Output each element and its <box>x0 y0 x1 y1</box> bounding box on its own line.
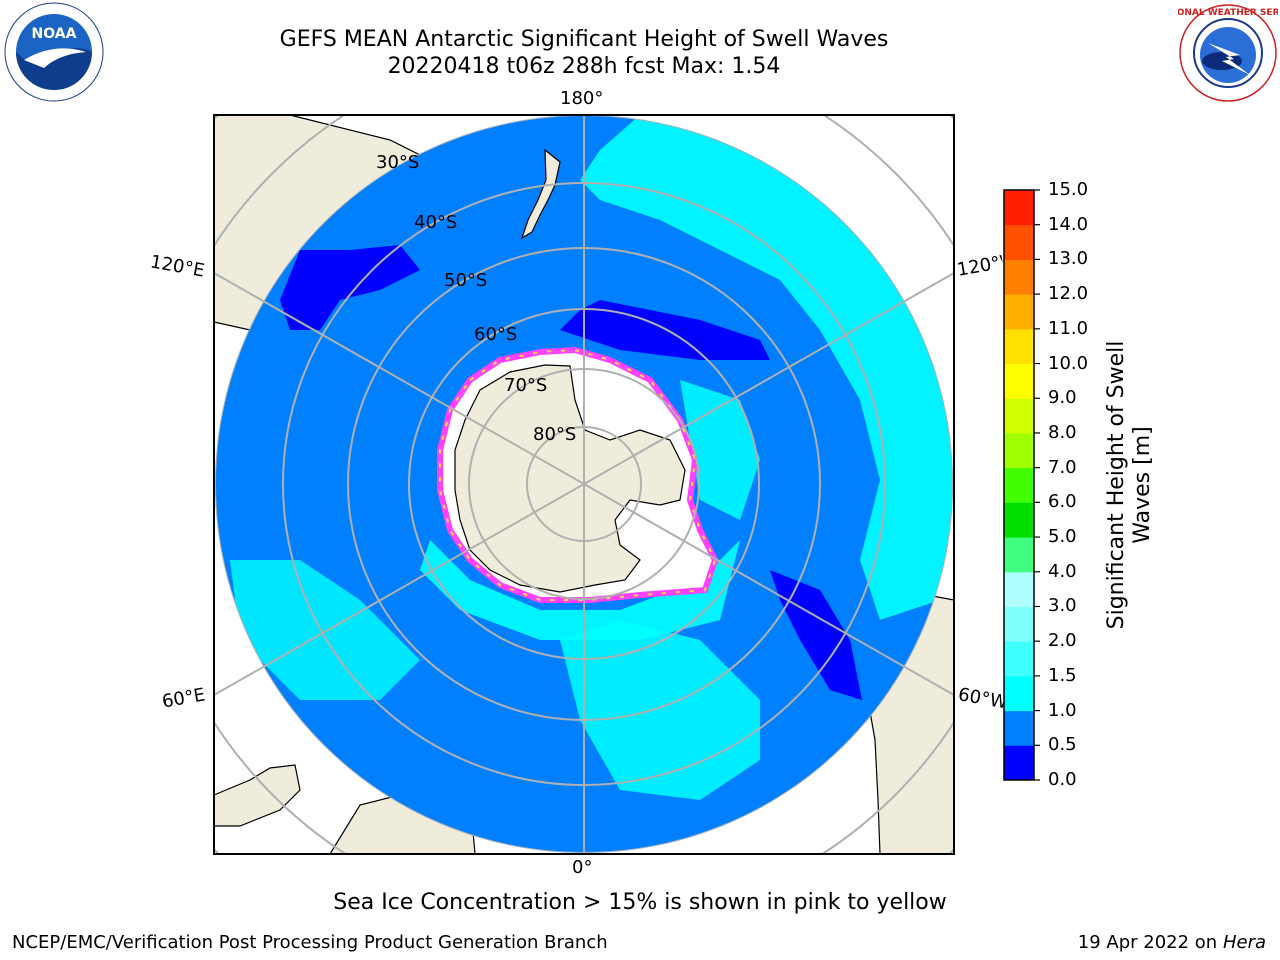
colorbar-segment <box>1004 606 1034 642</box>
footer-date-text: 19 Apr 2022 on <box>1077 932 1223 953</box>
colorbar-segment <box>1004 259 1034 295</box>
colorbar-tick-label: 12.0 <box>1048 283 1089 305</box>
colorbar-segment <box>1004 710 1034 746</box>
colorbar-tick-label: 2.0 <box>1048 630 1077 652</box>
colorbar-tick-label: 3.0 <box>1048 595 1077 617</box>
new-zealand-land <box>520 148 561 240</box>
colorbar-segment <box>1004 363 1034 399</box>
map-title: GEFS MEAN Antarctic Significant Height o… <box>279 27 889 52</box>
colorbar-tick-label: 1.0 <box>1048 699 1077 721</box>
swell-patch-atlantic <box>560 620 760 800</box>
footer-host: Hera <box>1222 932 1266 953</box>
colorbar-label-line2: Waves [m] <box>1130 426 1155 544</box>
colorbar-segment <box>1004 467 1034 503</box>
colorbar-segment <box>1004 745 1034 781</box>
lat-label-80s: 80°S <box>533 424 577 445</box>
low-swell-tasman <box>280 245 420 330</box>
swell-patch-indian <box>230 560 420 700</box>
colorbar <box>1003 189 1040 781</box>
colorbar-tick-label: 7.0 <box>1048 456 1077 478</box>
colorbar-label-line1: Significant Height of Swell <box>1104 340 1129 630</box>
colorbar-tick-label: 8.0 <box>1048 421 1077 443</box>
madagascar-land <box>214 764 301 827</box>
swell-patch-ring <box>420 540 740 640</box>
colorbar-segment <box>1004 502 1034 538</box>
colorbar-tick-label: 11.0 <box>1048 317 1089 339</box>
colorbar-segment <box>1004 537 1034 573</box>
colorbar-segment <box>1004 224 1034 260</box>
colorbar-tick-label: 1.5 <box>1048 664 1077 686</box>
map-subtitle: 20220418 t06z 288h fcst Max: 1.54 <box>387 54 781 79</box>
low-swell-pacific <box>560 300 770 360</box>
colorbar-tick-label: 15.0 <box>1048 179 1089 200</box>
colorbar-segment <box>1004 294 1034 330</box>
colorbar-segment <box>1004 675 1034 712</box>
lat-label-70s: 70°S <box>504 375 548 396</box>
footer-branch: NCEP/EMC/Verification Post Processing Pr… <box>12 932 608 953</box>
lat-label-50s: 50°S <box>444 270 488 291</box>
colorbar-tick-label: 4.0 <box>1048 560 1077 582</box>
colorbar-segment <box>1004 328 1034 365</box>
nws-logo: NATIONAL WEATHER SERVICE <box>1178 4 1278 102</box>
colorbar-frame <box>1003 189 1035 781</box>
svg-text:NATIONAL WEATHER SERVICE: NATIONAL WEATHER SERVICE <box>1178 8 1278 18</box>
colorbar-tick-label: 10.0 <box>1048 352 1089 374</box>
colorbar-tick-label: 14.0 <box>1048 213 1089 235</box>
colorbar-tick-label: 9.0 <box>1048 387 1077 409</box>
colorbar-segment <box>1004 571 1034 607</box>
colorbar-segment <box>1004 432 1034 469</box>
sea-ice-caption: Sea Ice Concentration > 15% is shown in … <box>333 890 947 915</box>
map-frame <box>213 114 955 855</box>
noaa-logo-text: NOAA <box>32 26 77 42</box>
noaa-logo: NOAA <box>4 2 104 102</box>
lat-label-40s: 40°S <box>414 212 458 233</box>
lat-label-60s: 60°S <box>474 324 518 345</box>
colorbar-segment <box>1004 190 1034 226</box>
colorbar-tick-label: 5.0 <box>1048 526 1077 548</box>
colorbar-tick-label: 13.0 <box>1048 248 1089 270</box>
lon-label-180: 180° <box>560 88 604 109</box>
lat-label-30s: 30°S <box>376 152 420 173</box>
colorbar-segment <box>1004 641 1034 677</box>
swell-patch-east <box>680 380 760 520</box>
colorbar-tick-label: 6.0 <box>1048 491 1077 513</box>
swell-patch-pacific <box>580 115 953 620</box>
colorbar-tick-label: 0.0 <box>1048 769 1077 790</box>
footer-date: 19 Apr 2022 on Hera <box>1078 932 1266 953</box>
colorbar-tick-label: 0.5 <box>1048 734 1077 756</box>
antarctica-land <box>454 364 686 593</box>
colorbar-segment <box>1004 398 1034 434</box>
lon-label-0: 0° <box>572 857 593 878</box>
